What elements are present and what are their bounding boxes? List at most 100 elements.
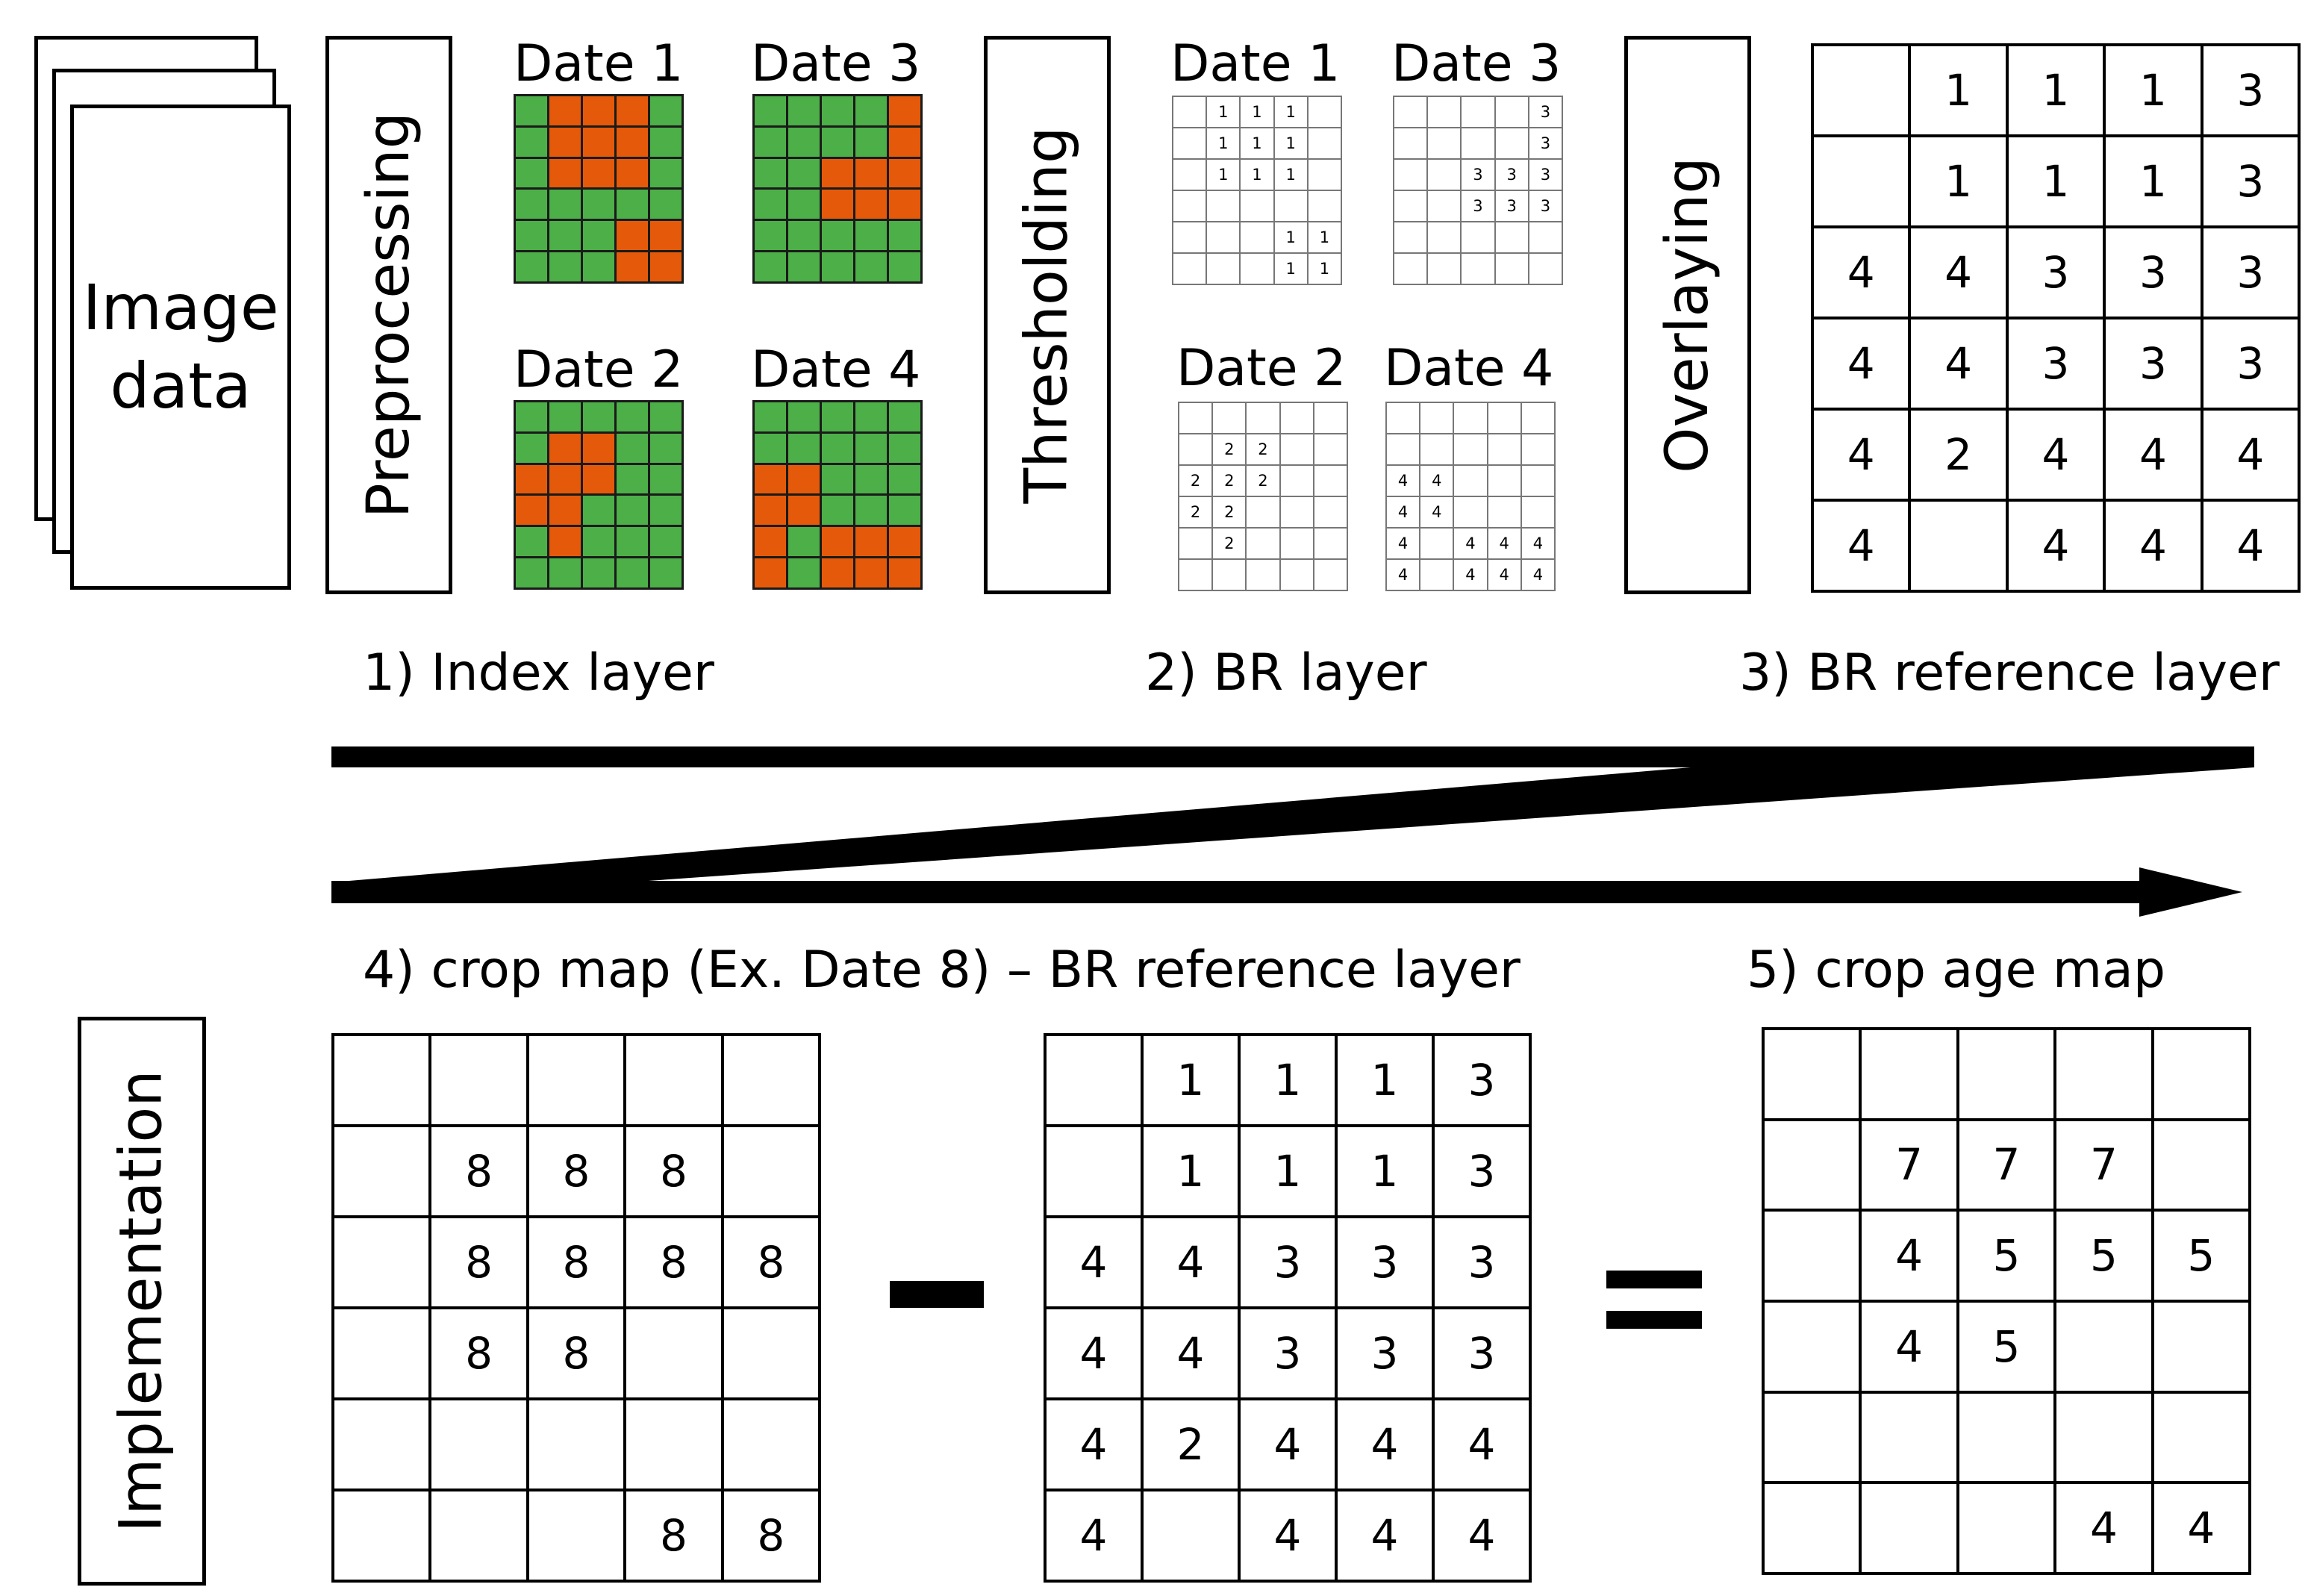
grid-cell: [2056, 1393, 2154, 1485]
grid-cell: [1308, 97, 1342, 128]
index-grid-date4: [752, 400, 923, 590]
grid-cell: 2: [1213, 497, 1247, 529]
br-date3-label: Date 3: [1391, 34, 1562, 93]
grid-cell: [755, 433, 788, 465]
crop-map-formula-label: 4) crop map (Ex. Date 8) – BR reference …: [363, 941, 1521, 1000]
grid-cell: [2056, 1030, 2154, 1121]
grid-cell: [755, 496, 788, 528]
grid-cell: [650, 252, 684, 284]
grid-cell: 7: [1862, 1120, 1959, 1212]
grid-cell: [889, 190, 923, 222]
arrow-bottom-bar: [331, 881, 2153, 903]
br-date2-label: Date 2: [1176, 339, 1347, 398]
grid-cell: [2153, 1393, 2251, 1485]
grid-cell: [617, 433, 650, 465]
grid-cell: [1207, 254, 1241, 285]
grid-cell: [1454, 497, 1488, 529]
grid-cell: 1: [1274, 222, 1309, 254]
grid-cell: [431, 1400, 529, 1491]
grid-cell: [617, 527, 650, 559]
grid-cell: 4: [1435, 1491, 1532, 1583]
grid-cell: 3: [1241, 1309, 1338, 1400]
grid-cell: 8: [626, 1491, 724, 1583]
grid-cell: 4: [2056, 1484, 2154, 1575]
grid-cell: [516, 496, 549, 528]
grid-cell: [755, 558, 788, 590]
grid-cell: 8: [431, 1218, 529, 1309]
grid-cell: [617, 402, 650, 434]
grid-cell: 1: [2106, 46, 2203, 137]
grid-cell: [1462, 254, 1496, 285]
grid-cell: [889, 496, 923, 528]
grid-cell: [1047, 1127, 1144, 1218]
grid-cell: [650, 96, 684, 128]
grid-cell: 8: [528, 1218, 627, 1309]
grid-cell: 3: [1338, 1218, 1435, 1309]
grid-cell: [1862, 1030, 1959, 1121]
implementation-box: Implementation: [78, 1017, 206, 1586]
grid-cell: 4: [1911, 319, 2009, 411]
grid-cell: [583, 464, 617, 496]
grid-cell: [1179, 529, 1214, 560]
grid-cell: [788, 252, 822, 284]
grid-cell: [528, 1400, 627, 1491]
grid-cell: 4: [1047, 1400, 1144, 1491]
grid-cell: [583, 402, 617, 434]
grid-cell: [1314, 529, 1348, 560]
grid-cell: [1280, 529, 1314, 560]
grid-cell: [528, 1491, 627, 1583]
grid-cell: 8: [528, 1127, 627, 1218]
grid-cell: [822, 252, 855, 284]
grid-cell: [1462, 222, 1496, 254]
grid-cell: 2: [1247, 466, 1281, 497]
grid-cell: [1462, 128, 1496, 160]
grid-cell: [1765, 1120, 1862, 1212]
grid-cell: 2: [1179, 466, 1214, 497]
grid-cell: [549, 158, 583, 190]
grid-cell: 2: [1213, 434, 1247, 466]
minus-icon: [890, 1281, 984, 1308]
grid-cell: [1765, 1393, 1862, 1485]
grid-cell: 1: [1911, 137, 2009, 228]
grid-cell: [1047, 1036, 1144, 1127]
grid-cell: [549, 464, 583, 496]
grid-cell: [516, 558, 549, 590]
grid-cell: [755, 402, 788, 434]
grid-cell: [1241, 222, 1275, 254]
grid-cell: [334, 1400, 432, 1491]
br-layer-label: 2) BR layer: [1145, 643, 1427, 702]
grid-cell: [549, 433, 583, 465]
grid-cell: [1280, 466, 1314, 497]
grid-cell: 4: [1911, 228, 2009, 319]
grid-cell: [617, 252, 650, 284]
grid-cell: 1: [1338, 1127, 1435, 1218]
grid-cell: [1428, 254, 1462, 285]
grid-cell: 4: [1387, 560, 1421, 591]
grid-cell: [549, 221, 583, 253]
grid-cell: [1394, 254, 1429, 285]
grid-cell: [1495, 222, 1529, 254]
grid-cell: [1144, 1491, 1241, 1583]
grid-cell: [723, 1127, 821, 1218]
grid-cell: 4: [2008, 411, 2106, 502]
grid-cell: 3: [2203, 137, 2301, 228]
grid-cell: 8: [723, 1491, 821, 1583]
grid-cell: [1488, 497, 1522, 529]
grid-cell: 8: [626, 1127, 724, 1218]
grid-cell: [1529, 254, 1563, 285]
grid-cell: [1213, 403, 1247, 434]
grid-cell: [2056, 1302, 2154, 1394]
grid-cell: [1247, 497, 1281, 529]
grid-cell: 4: [1454, 560, 1488, 591]
grid-cell: [1529, 222, 1563, 254]
grid-cell: [855, 127, 889, 159]
grid-cell: [617, 127, 650, 159]
grid-cell: [723, 1036, 821, 1127]
grid-cell: 3: [1529, 97, 1563, 128]
grid-cell: [1959, 1393, 2057, 1485]
grid-cell: 3: [2106, 228, 2203, 319]
grid-cell: [1207, 222, 1241, 254]
grid-cell: [431, 1491, 529, 1583]
grid-cell: [1274, 191, 1309, 222]
